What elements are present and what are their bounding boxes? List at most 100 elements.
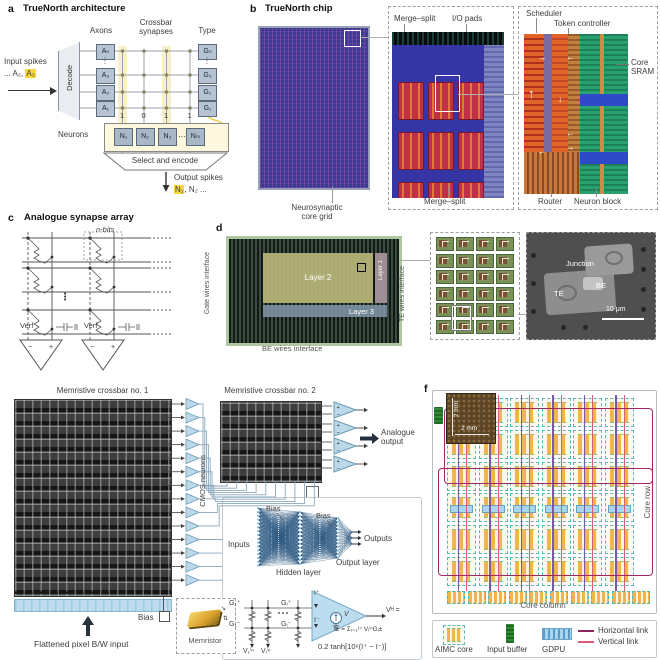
memristor-cell-mark bbox=[502, 241, 509, 247]
die-closeup-image bbox=[392, 32, 504, 198]
arrowhead bbox=[181, 442, 185, 447]
core-layout-image: → ← ↑ ↓ ← → ← bbox=[524, 34, 628, 194]
memristor-cell-mark bbox=[502, 274, 509, 280]
array-dots: ⋮ bbox=[60, 292, 70, 303]
legend-horizontal-link-line bbox=[578, 630, 594, 632]
neuron-box: Nₘ bbox=[186, 128, 205, 146]
core-column-cell bbox=[467, 591, 486, 604]
type-box: G₃ bbox=[198, 68, 217, 84]
gi-plus-label: Gᵢ⁺ bbox=[281, 600, 292, 607]
opamp-minus: − bbox=[28, 344, 32, 351]
vertical-link-line bbox=[457, 395, 459, 591]
flattened-input-label: Flattened pixel B/W input bbox=[34, 639, 129, 649]
bias-wire bbox=[163, 597, 164, 611]
voltage-source-label: V bbox=[344, 611, 349, 618]
core-column-cell bbox=[611, 591, 630, 604]
cmos-neuron-triangle bbox=[185, 546, 201, 560]
layer3-label: Layer 3 bbox=[349, 307, 375, 316]
gdpu-bar bbox=[607, 505, 631, 514]
merge-split-block bbox=[398, 182, 424, 198]
memristor-array-micrograph bbox=[430, 232, 520, 340]
memristor-cell-device bbox=[479, 322, 487, 330]
cmos-neuron-triangle bbox=[185, 506, 201, 519]
vertical-link-line bbox=[583, 395, 585, 591]
memristor-cell-device bbox=[459, 322, 467, 330]
cmos-neuron-triangle bbox=[185, 560, 201, 573]
memristor-cell bbox=[476, 286, 494, 301]
legend-aimc-bars bbox=[447, 628, 461, 642]
layer1-region: Layer 1 bbox=[375, 253, 387, 303]
memristor-cell-device bbox=[439, 240, 447, 247]
sem-via-ring bbox=[605, 251, 623, 265]
memristor-cell bbox=[476, 303, 494, 317]
aimc-core-cell bbox=[510, 429, 539, 459]
scheduler-label: Scheduler bbox=[526, 9, 563, 18]
memristive-crossbar2-image bbox=[220, 401, 322, 483]
core-grid-line2: core grid bbox=[301, 212, 333, 222]
truenorth-die-image bbox=[258, 26, 370, 190]
memristor-cell bbox=[456, 286, 474, 301]
g1-plus-label: G₁⁺ bbox=[229, 600, 241, 607]
core-zoom-rect bbox=[435, 75, 460, 112]
memristor-cell bbox=[436, 303, 454, 317]
merge-split-block bbox=[428, 82, 454, 120]
memristor-cell-device bbox=[479, 256, 487, 264]
core-zoom-connector bbox=[458, 94, 518, 95]
plus-sign: + bbox=[337, 405, 340, 411]
memristor-cell-device bbox=[439, 289, 447, 297]
cmos-neuron-triangle bbox=[185, 533, 201, 546]
core-gap-strip bbox=[544, 34, 552, 194]
core-column-cell bbox=[591, 591, 610, 604]
memristor-cell-device bbox=[459, 273, 467, 280]
output-opamp-triangle bbox=[333, 419, 358, 437]
opamp-triangle bbox=[81, 339, 125, 371]
memristor-cell-device bbox=[459, 289, 467, 297]
type-box: G₂ bbox=[198, 85, 217, 101]
memristor-icon bbox=[186, 609, 222, 628]
memristor-cell bbox=[496, 270, 514, 284]
memristor-cell-mark bbox=[482, 257, 489, 264]
io-pads-band bbox=[392, 32, 504, 45]
output-spikes-label: Output spikes bbox=[174, 173, 223, 182]
panel-a-title: TrueNorth architecture bbox=[23, 3, 126, 14]
memristor-cell-mark bbox=[482, 323, 489, 330]
synapse-dots bbox=[120, 49, 192, 110]
weight-value: 1 bbox=[188, 111, 192, 120]
n-bits-label: n-bits bbox=[96, 225, 115, 234]
synapse-array-circuit: ⋮ − + − + bbox=[19, 231, 172, 371]
select-encode-trapezoid bbox=[102, 152, 229, 171]
dim-label-horizontal: 2 mm bbox=[461, 425, 478, 432]
neuron-dots: ⋯ bbox=[178, 132, 186, 141]
memristor-cell bbox=[476, 253, 494, 268]
core-zoom-panel bbox=[518, 6, 658, 210]
arrowhead bbox=[181, 523, 185, 528]
arrowhead bbox=[364, 461, 368, 467]
aimc-core-cell bbox=[447, 461, 476, 491]
memristor-cell-mark bbox=[482, 290, 489, 297]
sram-blue-band bbox=[580, 94, 628, 106]
vertical-link-line bbox=[529, 395, 531, 591]
core-column-cell bbox=[529, 591, 548, 604]
network-panel-box bbox=[222, 497, 422, 660]
gdpu-bar bbox=[576, 505, 599, 514]
memristor-cell-mark bbox=[482, 274, 489, 280]
sem-hole bbox=[641, 307, 646, 312]
opamp-minus: − bbox=[90, 344, 94, 351]
bias-input-box bbox=[159, 611, 170, 622]
arrowhead bbox=[364, 443, 368, 449]
memristor-cell-mark bbox=[442, 257, 449, 264]
device-chip-photo: Layer 2 Layer 1 Layer 3 bbox=[226, 236, 402, 346]
memristor-legend-box: ↘ ⇅ bbox=[176, 598, 236, 654]
memristor-cell-mark bbox=[462, 274, 469, 280]
legend-gdpu-label: GDPU bbox=[542, 645, 566, 654]
arrowhead bbox=[364, 425, 368, 431]
memristor-cell-mark bbox=[442, 323, 449, 330]
bias-output-label: Bias bbox=[316, 511, 331, 520]
input-arrow-line bbox=[8, 90, 50, 92]
output-arrowhead bbox=[162, 185, 170, 192]
output-rest: , N₂ ... bbox=[184, 185, 207, 194]
weight-value: 1 bbox=[164, 111, 168, 120]
core-column-cell bbox=[550, 591, 568, 604]
router-neuron-region bbox=[524, 152, 580, 194]
decode-trapezoid: Decode bbox=[58, 42, 80, 120]
